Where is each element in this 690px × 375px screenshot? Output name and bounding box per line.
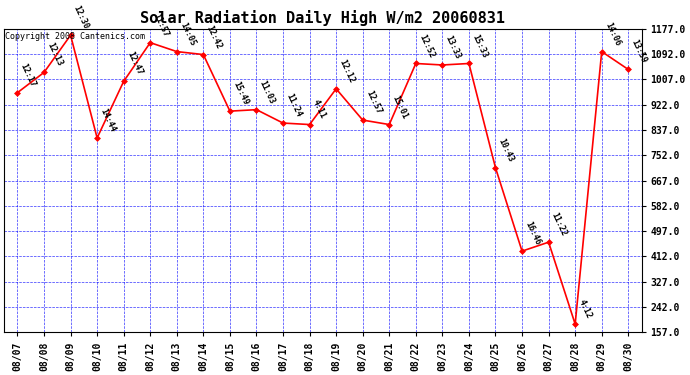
- Text: 12:57: 12:57: [364, 89, 383, 116]
- Text: 14:06: 14:06: [603, 21, 622, 47]
- Text: 15:33: 15:33: [471, 33, 489, 59]
- Text: 12:13: 12:13: [46, 42, 64, 68]
- Text: Copyright 2008 Cantenics.com: Copyright 2008 Cantenics.com: [5, 32, 145, 40]
- Text: 11:24: 11:24: [284, 92, 303, 118]
- Title: Solar Radiation Daily High W/m2 20060831: Solar Radiation Daily High W/m2 20060831: [140, 10, 505, 26]
- Text: 12:42: 12:42: [205, 24, 224, 50]
- Text: 11:57: 11:57: [152, 12, 170, 38]
- Text: 16:46: 16:46: [524, 220, 542, 247]
- Text: 12:12: 12:12: [337, 58, 356, 84]
- Text: 14:44: 14:44: [99, 107, 117, 134]
- Text: 11:03: 11:03: [258, 79, 277, 105]
- Text: 12:17: 12:17: [19, 62, 37, 88]
- Text: 10:43: 10:43: [497, 137, 515, 163]
- Text: 15:49: 15:49: [231, 80, 250, 106]
- Text: 15:01: 15:01: [391, 94, 409, 120]
- Text: 13:59: 13:59: [629, 39, 649, 65]
- Text: 4:11: 4:11: [311, 98, 328, 120]
- Text: 14:05: 14:05: [178, 21, 197, 47]
- Text: 12:30: 12:30: [72, 4, 90, 31]
- Text: 11:22: 11:22: [550, 211, 569, 238]
- Text: 13:33: 13:33: [444, 34, 462, 60]
- Text: 4:12: 4:12: [576, 298, 593, 320]
- Text: 12:52: 12:52: [417, 33, 436, 59]
- Text: 12:47: 12:47: [125, 50, 144, 77]
